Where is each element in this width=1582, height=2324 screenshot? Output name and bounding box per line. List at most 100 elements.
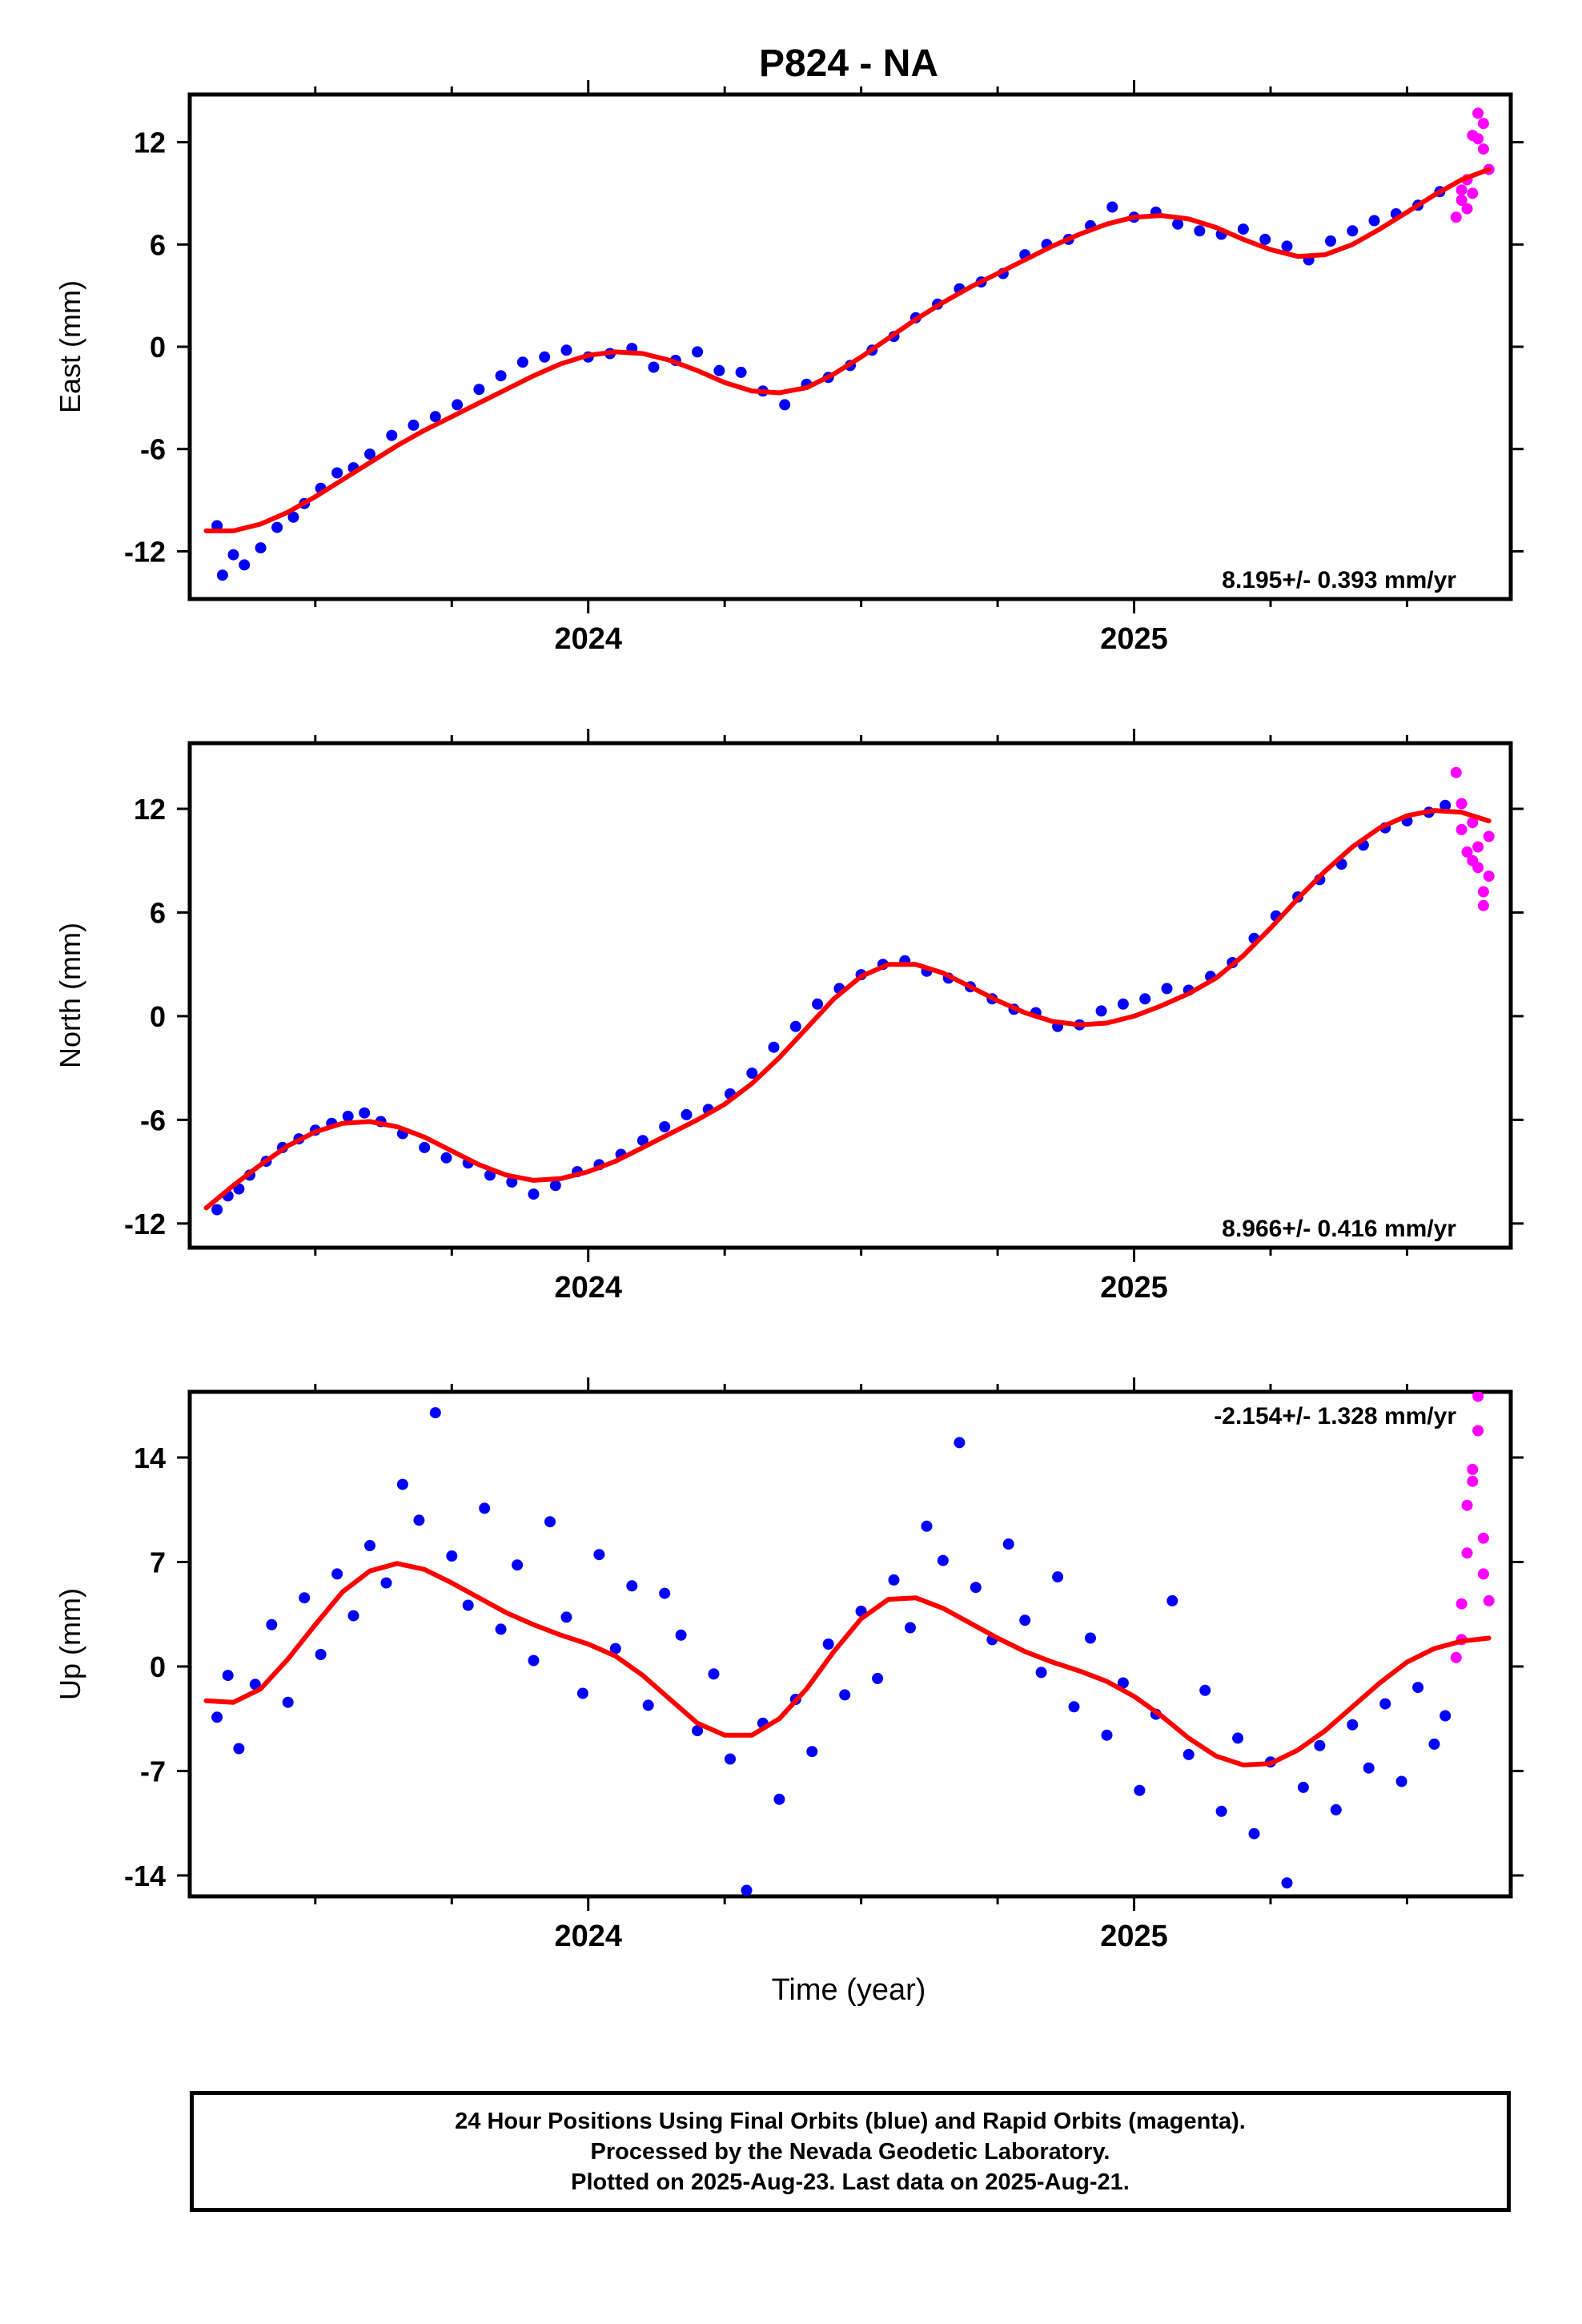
final-orbit-point bbox=[806, 1746, 818, 1758]
rapid-orbit-point bbox=[1461, 846, 1473, 858]
final-orbit-point bbox=[1095, 1005, 1107, 1017]
final-orbit-point bbox=[419, 1141, 431, 1153]
final-orbit-point bbox=[1106, 201, 1118, 213]
rapid-orbit-point bbox=[1450, 211, 1462, 223]
rate-label: -2.154+/- 1.328 mm/yr bbox=[1214, 1403, 1456, 1429]
final-orbit-point bbox=[331, 467, 343, 479]
final-orbit-point bbox=[473, 384, 485, 396]
y-tick-label: -6 bbox=[140, 433, 166, 466]
final-orbit-point bbox=[495, 370, 507, 382]
x-tick-label: 2025 bbox=[1100, 622, 1168, 656]
plot-frame bbox=[187, 741, 1513, 1250]
rapid-orbit-point bbox=[1456, 184, 1468, 196]
y-tick-label: -14 bbox=[124, 1860, 166, 1892]
final-orbit-point bbox=[560, 344, 572, 356]
final-orbit-point bbox=[648, 361, 660, 373]
final-orbit-point bbox=[227, 549, 239, 561]
figure-title: P824 - NA bbox=[759, 42, 938, 85]
final-orbit-point bbox=[1314, 1739, 1326, 1751]
final-orbit-point bbox=[593, 1549, 605, 1561]
final-orbit-point bbox=[713, 364, 725, 376]
x-tick-label: 2025 bbox=[1100, 1920, 1168, 1953]
final-orbit-point bbox=[516, 356, 528, 368]
final-orbit-point bbox=[1215, 1805, 1227, 1817]
rapid-orbit-point bbox=[1456, 195, 1468, 206]
fit-line bbox=[203, 167, 1492, 533]
final-orbit-point bbox=[255, 542, 267, 554]
final-orbit-point bbox=[359, 1107, 371, 1119]
x-tick-label: 2024 bbox=[554, 1920, 622, 1953]
final-orbit-point bbox=[429, 1407, 441, 1419]
y-axis-label: North (mm) bbox=[54, 923, 86, 1068]
final-orbit-point bbox=[1161, 983, 1173, 995]
final-orbit-point bbox=[822, 1638, 834, 1650]
final-orbit-point bbox=[1281, 1877, 1293, 1889]
final-orbit-point bbox=[364, 1540, 375, 1551]
caption-line-1: 24 Hour Positions Using Final Orbits (bl… bbox=[455, 2108, 1246, 2134]
chart-panel-1: 2024 2025 -12 -6 0 6 12 East (mm) 8.195+/- 0.393… bbox=[54, 80, 1524, 656]
final-orbit-point bbox=[636, 1135, 648, 1147]
final-orbit-point bbox=[1085, 1632, 1096, 1644]
rapid-orbit-point bbox=[1467, 187, 1479, 199]
plot-data bbox=[203, 107, 1495, 581]
final-orbit-point bbox=[528, 1655, 540, 1667]
y-axis-label: East (mm) bbox=[54, 280, 86, 413]
rapid-orbit-point bbox=[1472, 133, 1484, 145]
final-orbit-point bbox=[216, 569, 228, 581]
final-orbit-point bbox=[1199, 1684, 1211, 1696]
rapid-orbit-point bbox=[1472, 1392, 1484, 1402]
final-orbit-point bbox=[512, 1559, 524, 1571]
final-orbit-point bbox=[549, 1180, 561, 1192]
final-orbit-point bbox=[1347, 1719, 1359, 1731]
rate-label: 8.966+/- 0.416 mm/yr bbox=[1222, 1216, 1456, 1242]
final-orbit-point bbox=[315, 1649, 327, 1660]
final-orbit-point bbox=[1325, 235, 1336, 247]
final-orbit-point bbox=[1068, 1701, 1080, 1713]
final-orbit-point bbox=[692, 346, 704, 358]
y-tick-label: 12 bbox=[134, 793, 166, 826]
y-tick-label: 0 bbox=[150, 331, 166, 364]
rapid-orbit-point bbox=[1472, 841, 1484, 853]
final-orbit-point bbox=[271, 521, 283, 533]
rapid-orbit-point bbox=[1456, 1598, 1468, 1610]
final-orbit-point bbox=[659, 1587, 671, 1599]
final-orbit-point bbox=[779, 399, 791, 411]
chart-panels: 2024 2025 -12 -6 0 6 12 East (mm) 8.195+/- 0.393… bbox=[54, 80, 1524, 1953]
final-orbit-point bbox=[1172, 218, 1184, 230]
final-orbit-point bbox=[408, 419, 420, 431]
caption-line-2: Processed by the Nevada Geodetic Laborat… bbox=[590, 2138, 1110, 2165]
rapid-orbit-point bbox=[1472, 1425, 1484, 1437]
rapid-orbit-point bbox=[1483, 870, 1495, 883]
final-orbit-point bbox=[1139, 993, 1151, 1005]
rapid-orbit-point bbox=[1483, 830, 1495, 842]
final-orbit-point bbox=[440, 1152, 452, 1164]
final-orbit-point bbox=[495, 1623, 507, 1635]
final-orbit-point bbox=[222, 1670, 234, 1682]
final-orbit-point bbox=[768, 1041, 780, 1053]
final-orbit-point bbox=[462, 1599, 474, 1611]
final-orbit-point bbox=[1281, 240, 1293, 252]
y-tick-label: 14 bbox=[134, 1441, 166, 1474]
rapid-orbit-point bbox=[1477, 118, 1489, 130]
rapid-orbit-point bbox=[1461, 203, 1473, 215]
final-orbit-point bbox=[380, 1577, 392, 1589]
rapid-orbit-point bbox=[1456, 823, 1468, 835]
final-orbit-point bbox=[413, 1514, 425, 1526]
final-orbit-point bbox=[609, 1642, 621, 1655]
final-orbit-point bbox=[249, 1679, 261, 1691]
final-orbit-point bbox=[1101, 1729, 1113, 1741]
rapid-orbit-point bbox=[1467, 1475, 1479, 1487]
final-orbit-point bbox=[1117, 1677, 1129, 1689]
final-orbit-point bbox=[741, 1884, 753, 1896]
final-orbit-point bbox=[839, 1689, 851, 1701]
final-orbit-point bbox=[287, 511, 299, 523]
final-orbit-point bbox=[1182, 1748, 1195, 1760]
final-orbit-point bbox=[1379, 1698, 1391, 1710]
rapid-orbit-point bbox=[1477, 1532, 1489, 1544]
final-orbit-point bbox=[299, 1592, 311, 1604]
fit-line bbox=[203, 808, 1492, 1211]
rapid-orbit-point bbox=[1467, 1463, 1479, 1475]
final-orbit-point bbox=[560, 1611, 572, 1623]
rapid-orbit-point bbox=[1477, 899, 1489, 911]
final-orbit-point bbox=[692, 1725, 704, 1737]
